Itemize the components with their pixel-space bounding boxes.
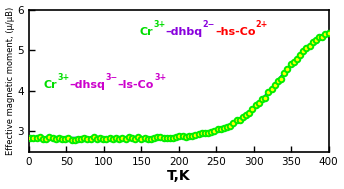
Text: 2−: 2− [203, 20, 215, 29]
Text: 2+: 2+ [256, 20, 268, 29]
Text: –ls-Co: –ls-Co [118, 80, 154, 90]
Text: –dhbq: –dhbq [165, 27, 203, 37]
X-axis label: T,K: T,K [167, 170, 191, 184]
Text: 3+: 3+ [153, 20, 165, 29]
Text: –dhsq: –dhsq [70, 80, 106, 90]
Text: 3−: 3− [106, 73, 118, 82]
Text: 3+: 3+ [154, 73, 166, 82]
Text: 3+: 3+ [57, 73, 70, 82]
Text: Cr: Cr [44, 80, 57, 90]
Text: –hs-Co: –hs-Co [215, 27, 256, 37]
Y-axis label: Effective magnetic moment, (μ/μB): Effective magnetic moment, (μ/μB) [6, 7, 14, 155]
Text: Cr: Cr [140, 27, 153, 37]
